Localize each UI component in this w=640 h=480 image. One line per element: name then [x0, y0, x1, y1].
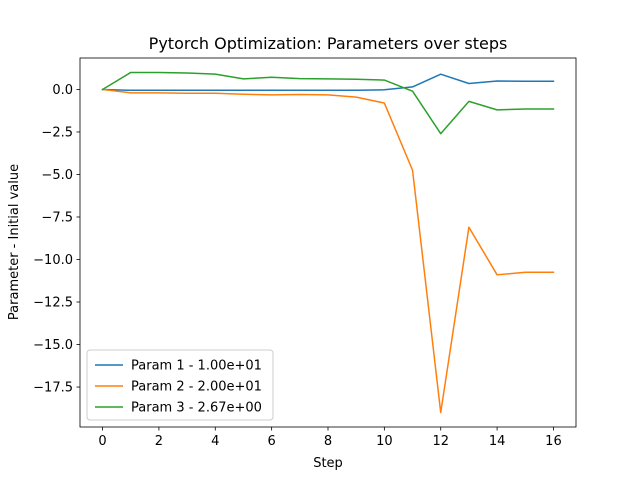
y-tick-label: −10.0	[33, 253, 73, 268]
x-tick-label: 2	[155, 434, 163, 449]
y-tick-label: 0.0	[52, 83, 73, 98]
series-line-1	[101, 73, 555, 92]
x-tick-label: 6	[267, 434, 275, 449]
y-tick-label: −5.0	[41, 168, 73, 183]
x-tick-label: 12	[432, 434, 449, 449]
legend-label-3: Param 3 - 2.67e+00	[131, 401, 262, 416]
y-axis-label: Parameter - Initial value	[7, 164, 22, 320]
legend-box	[86, 349, 274, 421]
x-tick-label: 10	[376, 434, 393, 449]
series-line-2	[101, 88, 555, 414]
y-tick-label: −7.5	[41, 210, 73, 225]
y-tick-label: −12.5	[33, 296, 73, 311]
x-tick-label: 4	[211, 434, 219, 449]
legend-label-1: Param 1 - 1.00e+01	[131, 359, 262, 374]
x-axis-label: Step	[313, 456, 343, 471]
chart-title: Pytorch Optimization: Parameters over st…	[149, 34, 508, 53]
legend-label-2: Param 2 - 2.00e+01	[131, 380, 262, 395]
x-tick-label: 8	[324, 434, 332, 449]
plot-area: 0 2 4 6 8 10 12 14 16 0.0 −2.5 −5.0 −7.5 −10.0 −12.5 −1…	[33, 57, 577, 449]
x-tick-label: 16	[545, 434, 562, 449]
y-tick-label: −2.5	[41, 125, 73, 140]
series-line-3	[101, 71, 555, 135]
x-tick-label: 14	[489, 434, 506, 449]
y-tick-label: −15.0	[33, 338, 73, 353]
x-tick-label: 0	[98, 434, 106, 449]
y-tick-label: −17.5	[33, 381, 73, 396]
